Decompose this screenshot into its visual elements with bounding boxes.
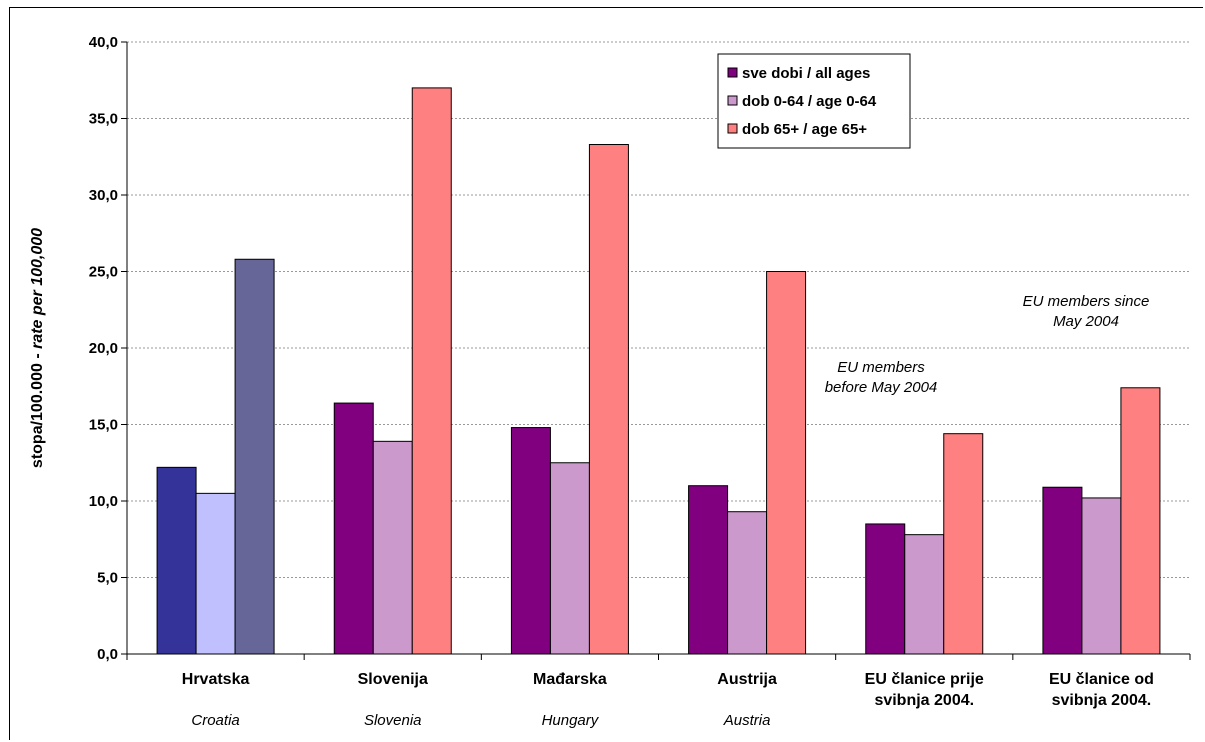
bar xyxy=(333,402,374,655)
bar xyxy=(688,485,729,655)
y-tick-label: 15,0 xyxy=(89,417,118,434)
category-label: EU članice od xyxy=(1049,671,1154,688)
category-sublabel: Austria xyxy=(723,712,771,729)
y-tick-label: 40,0 xyxy=(89,34,118,51)
legend-swatch xyxy=(727,95,738,106)
bar xyxy=(1120,387,1161,655)
bar xyxy=(195,492,236,655)
category-label: EU članice prije xyxy=(865,671,984,688)
bar xyxy=(372,440,413,655)
legend-swatch xyxy=(727,67,738,78)
category-label: svibnja 2004. xyxy=(874,692,974,709)
category-label: Slovenija xyxy=(358,671,428,688)
bar xyxy=(766,271,807,655)
legend-swatch xyxy=(727,123,738,134)
annotation-text: EU members xyxy=(837,359,925,376)
annotation-text: before May 2004 xyxy=(825,379,938,396)
bar xyxy=(510,427,551,655)
category-label: Austrija xyxy=(717,671,777,688)
legend xyxy=(717,53,911,149)
bar xyxy=(588,144,629,655)
category-sublabel: Croatia xyxy=(191,712,239,729)
y-tick-label: 20,0 xyxy=(89,340,118,357)
bar xyxy=(411,87,452,655)
bar-chart: 0,0 5,0 10,0 15,0 20,0 25,0 30,0 35,0 40,0 stopa/… xyxy=(29,34,1191,729)
category-sublabel: Hungary xyxy=(542,712,600,729)
y-tick-label: 5,0 xyxy=(97,570,118,587)
bar xyxy=(1042,486,1083,655)
chart-frame: 0,0 5,0 10,0 15,0 20,0 25,0 30,0 35,0 40,0 stopa/… xyxy=(9,7,1203,740)
bar xyxy=(727,511,768,655)
bar xyxy=(943,433,984,655)
bar xyxy=(1081,497,1122,655)
bar xyxy=(234,258,275,655)
legend-label: dob 0-64 / age 0-64 xyxy=(742,93,877,110)
legend-label: dob 65+ / age 65+ xyxy=(742,121,867,138)
legend-label: sve dobi / all ages xyxy=(742,65,870,82)
y-tick-label: 35,0 xyxy=(89,111,118,128)
y-axis-label: stopa/100.000 - rate per 100,000 xyxy=(29,228,46,468)
bar xyxy=(549,462,590,655)
bar xyxy=(865,523,906,655)
category-label: svibnja 2004. xyxy=(1052,692,1152,709)
bar xyxy=(904,534,945,655)
category-sublabel: Slovenia xyxy=(364,712,422,729)
annotation-text: EU members since xyxy=(1023,293,1150,310)
annotation-text: May 2004 xyxy=(1053,313,1119,330)
y-tick-label: 25,0 xyxy=(89,264,118,281)
category-label: Mađarska xyxy=(533,671,607,688)
bar xyxy=(156,466,197,655)
y-tick-label: 30,0 xyxy=(89,187,118,204)
category-label: Hrvatska xyxy=(182,671,250,688)
y-tick-label: 0,0 xyxy=(97,646,118,663)
y-tick-label: 10,0 xyxy=(89,493,118,510)
